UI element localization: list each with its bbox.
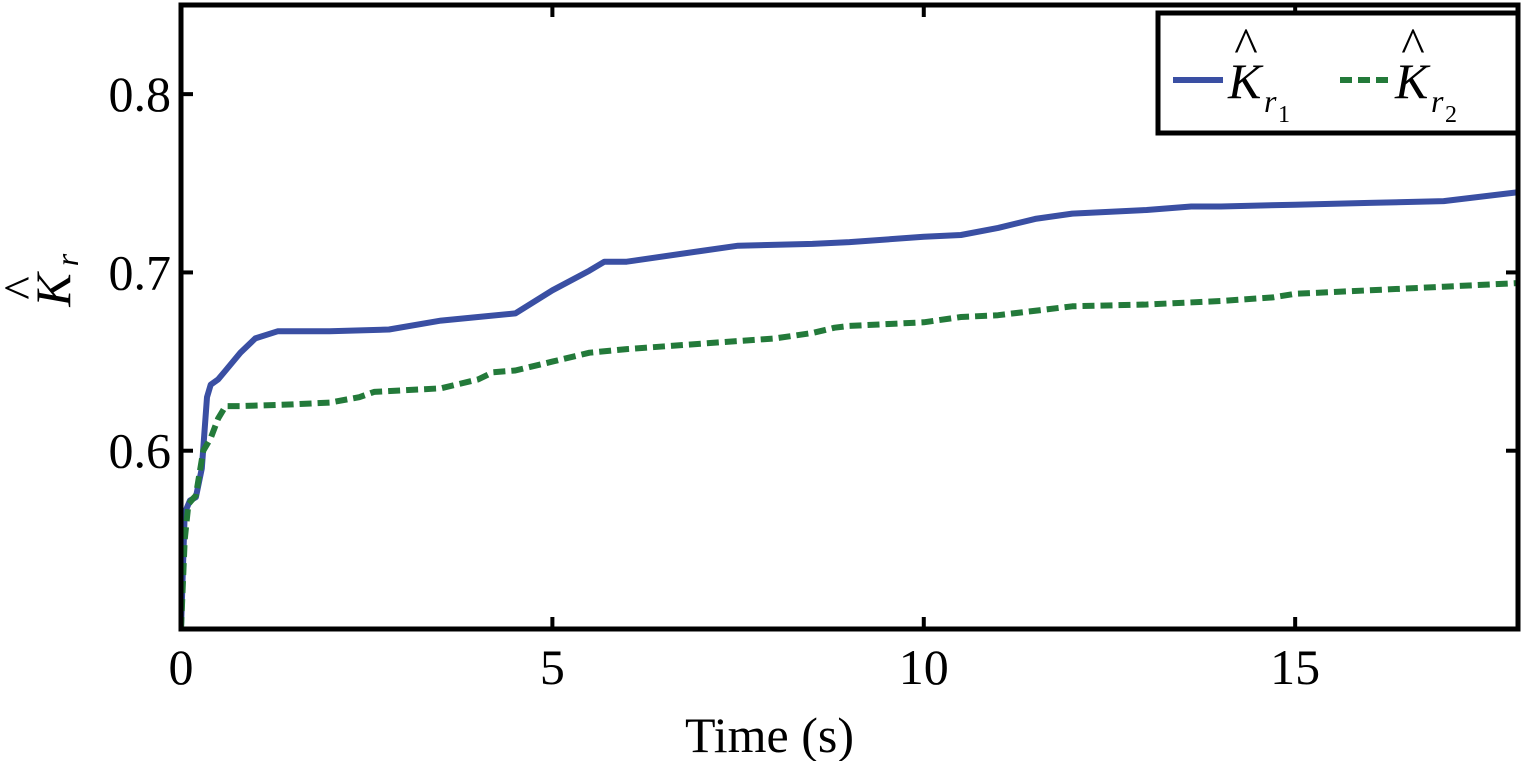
x-tick-label: 5	[540, 639, 565, 695]
y-tick-label: 0.6	[109, 423, 172, 479]
y-axis-label-hat: ^	[0, 276, 49, 299]
plot-frame	[178, 2, 1521, 632]
y-axis-label: K^r	[0, 253, 85, 307]
legend-box	[1155, 10, 1521, 136]
y-tick-label: 0.7	[109, 244, 172, 300]
legend-sub-1: r	[1264, 83, 1277, 119]
series-line-1	[181, 189, 1518, 629]
series-line-2	[181, 280, 1518, 629]
legend-hat-1: ^	[1234, 17, 1257, 73]
y-tick-label: 0.8	[109, 66, 172, 122]
y-axis-label-sub: r	[49, 253, 85, 266]
legend-subsub-1: 1	[1278, 102, 1290, 128]
legend-label-2: K	[1394, 53, 1431, 109]
x-tick-label: 0	[169, 639, 194, 695]
legend-label-1: K	[1227, 53, 1264, 109]
x-tick-label: 10	[899, 639, 949, 695]
y-axis-label-base: K	[25, 271, 81, 308]
legend-subsub-2: 2	[1445, 102, 1457, 128]
x-axis-label: Time (s)	[685, 707, 854, 761]
legend-hat-2: ^	[1401, 17, 1424, 73]
legend-sub-2: r	[1431, 83, 1444, 119]
x-tick-label: 15	[1270, 639, 1320, 695]
